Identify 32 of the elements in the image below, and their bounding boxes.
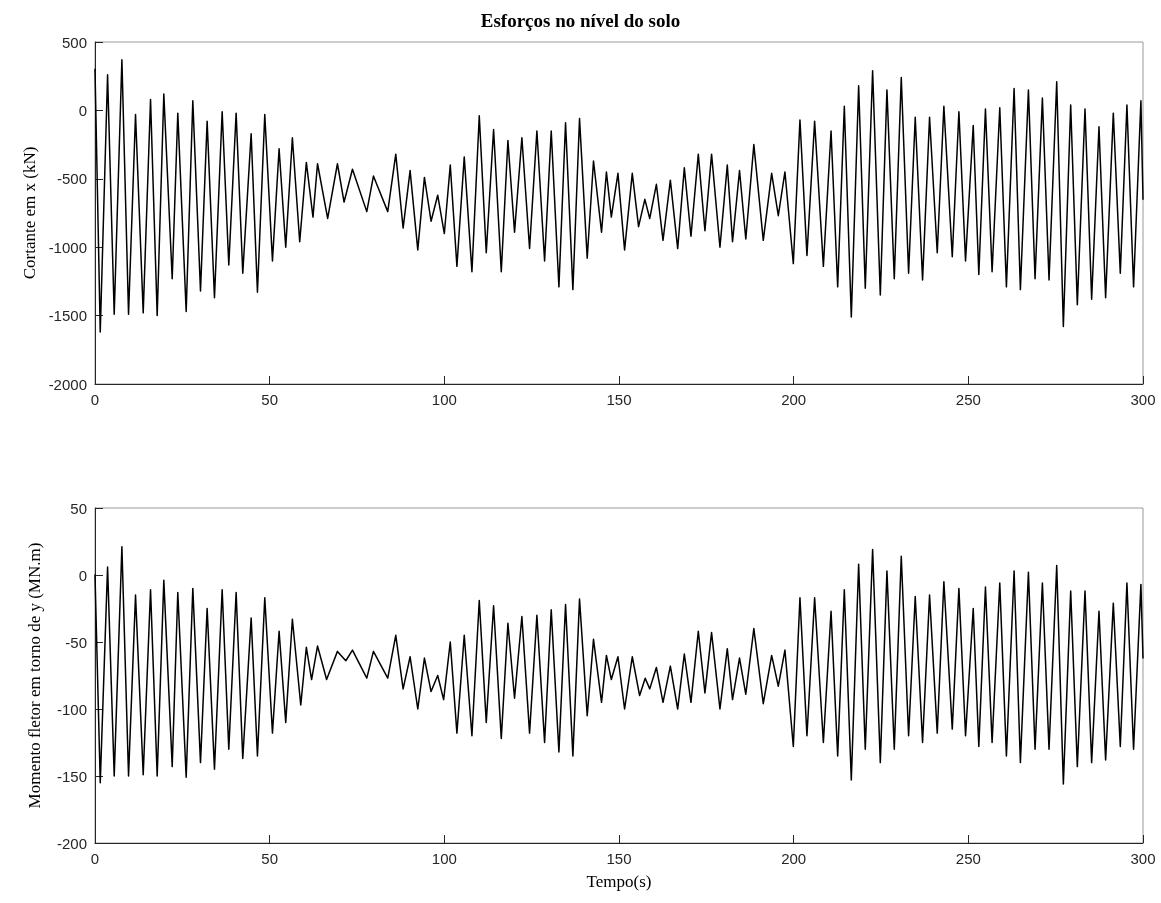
y-tick-label: -500 — [56, 170, 87, 188]
y-tick-label: -1000 — [48, 238, 87, 256]
x-tick-label: 200 — [781, 391, 807, 408]
y-tick-label: 500 — [61, 33, 87, 51]
y-tick-label: -50 — [65, 633, 87, 651]
x-tick-label: 100 — [431, 850, 457, 867]
x-tick-label: 150 — [606, 391, 632, 408]
y-tick-label: -2000 — [48, 375, 87, 393]
line-series — [94, 546, 1144, 785]
line-series — [94, 59, 1144, 333]
x-tick-label: 50 — [261, 850, 279, 867]
x-tick-label: 200 — [781, 850, 807, 867]
x-tick-label: 50 — [261, 391, 279, 408]
y-tick-label: 50 — [70, 499, 87, 517]
y-tick-label: 0 — [78, 101, 87, 119]
y-tick-label: -200 — [56, 834, 87, 852]
x-tick-label: 100 — [431, 391, 457, 408]
x-tick-label: 300 — [1130, 850, 1156, 867]
x-tick-label: 250 — [955, 391, 981, 408]
y-tick-label: 0 — [78, 566, 87, 584]
y-tick-label: -150 — [56, 767, 87, 785]
x-tick-label: 150 — [606, 850, 632, 867]
x-tick-label: 0 — [90, 391, 100, 408]
x-axis-title: Tempo(s) — [586, 872, 652, 891]
chart-title: Esforços no nível do solo — [480, 10, 681, 31]
y-tick-label: -1500 — [48, 307, 87, 325]
y-axis-title: Cortante em x (kN) — [19, 146, 39, 280]
y-tick-label: -100 — [56, 700, 87, 718]
x-tick-label: 0 — [90, 850, 100, 867]
y-axis-title: Momento fletor em torno de y (MN.m) — [25, 542, 44, 809]
x-tick-label: 300 — [1130, 391, 1156, 408]
x-tick-label: 250 — [955, 850, 981, 867]
